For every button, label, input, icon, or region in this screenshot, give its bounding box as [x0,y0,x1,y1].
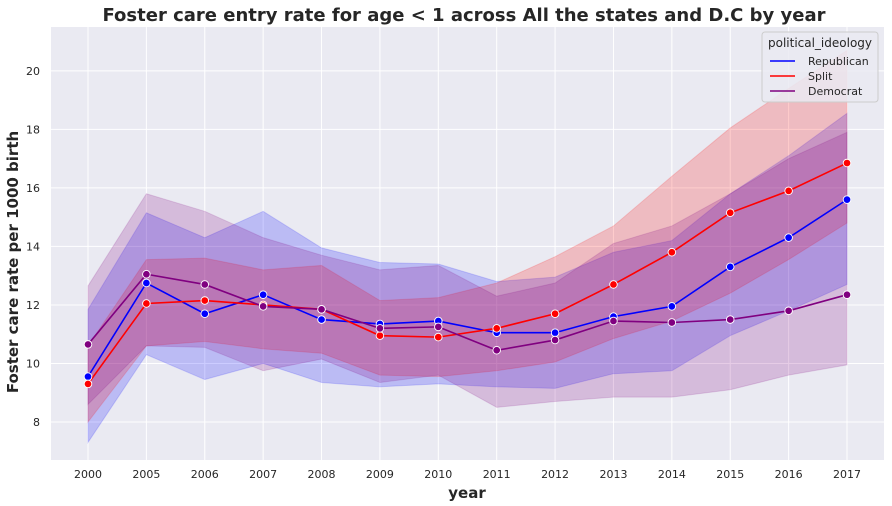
x-tick-label: 2017 [833,468,861,481]
x-tick-label: 2005 [132,468,160,481]
legend-label-split: Split [808,70,833,83]
data-point-split [434,332,443,342]
data-point-split [142,299,151,308]
y-axis-label: Foster care rate per 1000 birth [4,131,22,393]
x-tick-label: 2008 [308,468,336,481]
data-point-democrat [142,269,151,279]
data-point-republican [317,315,326,324]
data-point-democrat [784,306,793,316]
x-tick-label: 2013 [599,468,627,481]
data-point-split [492,324,501,333]
y-tick-label: 10 [26,357,40,370]
data-point-republican [784,233,793,242]
data-point-democrat [200,280,210,289]
y-tick-label: 8 [33,416,40,429]
x-tick-label: 2015 [716,468,744,481]
data-point-republican [842,195,852,204]
data-point-democrat [83,340,93,349]
data-point-split [842,158,852,168]
data-point-democrat [550,335,560,345]
x-tick-label: 2007 [249,468,277,481]
data-point-democrat [258,302,268,311]
data-point-democrat [725,315,735,324]
plot-area [51,27,884,460]
legend: political_ideology Republican Split Democr… [761,31,879,103]
data-point-democrat [375,324,385,333]
x-tick-label: 2006 [191,468,219,481]
data-point-republican [142,278,151,288]
data-point-republican [258,290,268,299]
legend-label-republican: Republican [808,55,869,68]
data-point-republican [667,302,677,311]
legend-box [761,31,879,103]
x-tick-label: 2000 [74,468,102,481]
y-tick-label: 20 [26,65,40,78]
data-point-democrat [317,305,326,314]
data-point-split [200,296,210,305]
x-tick-label: 2011 [483,468,511,481]
data-point-democrat [434,322,443,332]
x-tick-label: 2010 [424,468,452,481]
data-point-split [725,208,735,218]
data-point-split [550,309,560,318]
data-point-democrat [842,290,852,299]
data-point-republican [83,372,93,381]
ci-band-republican [87,112,848,445]
data-point-split [667,248,677,257]
series-line-democrat [87,273,848,352]
ci-band-split [87,49,848,424]
data-point-split [83,379,93,389]
data-point-split [609,280,618,289]
x-tick-label: 2012 [541,468,569,481]
x-axis-label: year [448,484,486,502]
x-tick-label: 2016 [775,468,803,481]
series-line-split [87,162,848,385]
y-tick-label: 12 [26,299,40,312]
data-point-split [375,331,385,340]
y-tick-label: 16 [26,182,40,195]
series-line-republican [87,198,848,378]
legend-title: political_ideology [768,36,872,50]
data-point-republican [725,262,735,272]
ci-band-democrat [87,131,848,408]
x-tick-label: 2009 [366,468,394,481]
data-point-republican [550,328,560,337]
data-point-split [784,186,793,196]
data-point-democrat [667,318,677,327]
data-point-democrat [492,346,501,355]
data-point-republican [200,309,210,318]
legend-label-democrat: Democrat [808,85,863,98]
data-point-democrat [609,316,618,326]
y-tick-label: 14 [26,240,40,253]
x-tick-label: 2014 [658,468,686,481]
y-tick-label: 18 [26,123,40,136]
chart-title: Foster care entry rate for age < 1 acros… [102,5,825,26]
